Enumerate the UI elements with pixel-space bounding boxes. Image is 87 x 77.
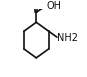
Text: OH: OH bbox=[46, 1, 61, 11]
Text: NH2: NH2 bbox=[57, 33, 78, 43]
Text: O: O bbox=[32, 0, 40, 2]
